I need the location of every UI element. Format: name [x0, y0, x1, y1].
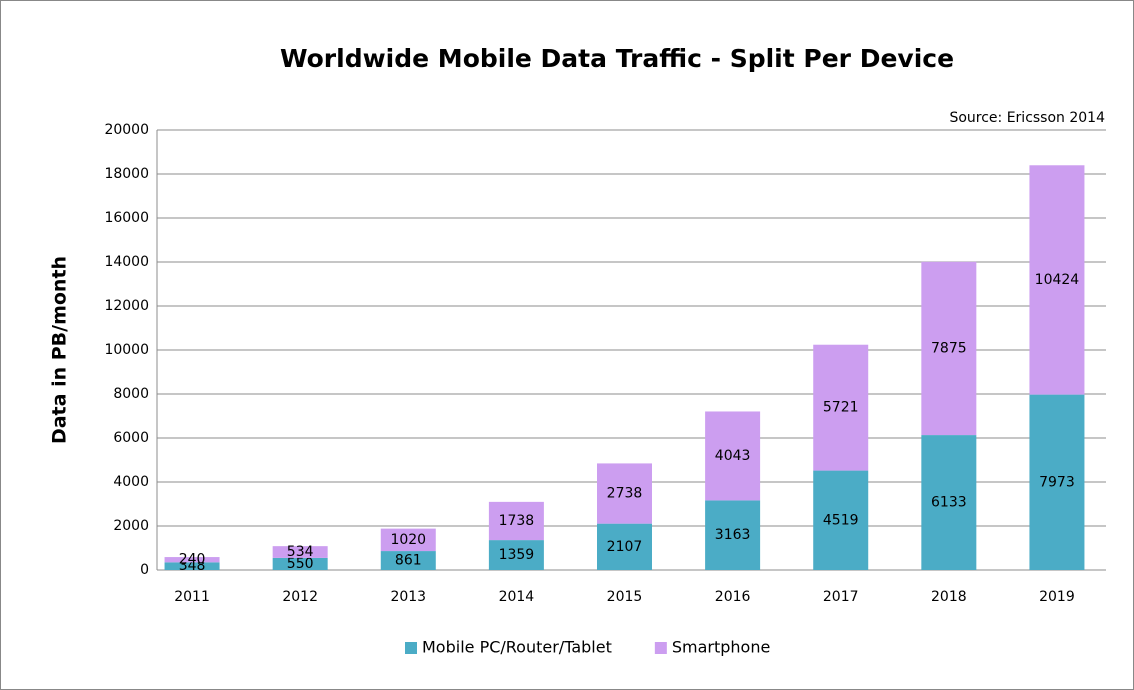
bar-segment: [921, 435, 977, 570]
value-label: 7973: [1039, 474, 1075, 490]
value-label: 1359: [499, 547, 535, 563]
y-tick-label: 18000: [104, 166, 149, 182]
value-label: 3163: [715, 527, 751, 543]
y-tick-label: 20000: [104, 122, 149, 138]
legend-swatch: [405, 642, 417, 654]
x-tick-label: 2012: [282, 589, 318, 605]
x-tick-label: 2016: [715, 589, 751, 605]
value-label: 550: [287, 556, 314, 572]
y-tick-label: 12000: [104, 298, 149, 314]
bar-segment: [272, 546, 328, 558]
bar-segment: [705, 411, 761, 501]
value-label: 4043: [715, 448, 751, 464]
y-axis-label: Data in PB/month: [49, 256, 71, 444]
bar-segment: [164, 562, 220, 570]
x-tick-label: 2017: [823, 589, 859, 605]
value-label: 6133: [931, 495, 967, 511]
bar-segment: [597, 523, 652, 570]
x-tick-label: 2013: [390, 589, 426, 605]
bar-segment: [272, 557, 328, 570]
legend-label: Smartphone: [672, 638, 770, 657]
x-tick-label: 2014: [499, 589, 535, 605]
value-label: 10424: [1035, 272, 1080, 288]
x-tick-label: 2015: [607, 589, 643, 605]
bar-segment: [705, 500, 761, 570]
value-label: 4519: [823, 512, 859, 528]
legend-label: Mobile PC/Router/Tablet: [422, 638, 612, 657]
value-label: 2738: [607, 486, 643, 502]
bar-segment: [1029, 165, 1085, 395]
bar-segment: [921, 261, 977, 436]
x-tick-label: 2019: [1039, 589, 1075, 605]
value-label: 240: [179, 552, 206, 568]
x-tick-label: 2011: [174, 589, 210, 605]
x-tick-label: 2018: [931, 589, 967, 605]
value-label: 534: [287, 544, 314, 560]
value-label: 7875: [931, 340, 967, 356]
value-label: 5721: [823, 400, 859, 416]
chart-title: Worldwide Mobile Data Traffic - Split Pe…: [280, 44, 954, 73]
annotation: Source: Ericsson 2014: [949, 110, 1105, 126]
value-label: 1020: [390, 532, 426, 548]
bar-segment: [597, 463, 652, 524]
value-label: 861: [395, 553, 422, 569]
y-tick-label: 0: [140, 562, 149, 578]
bar-segment: [813, 344, 869, 471]
y-tick-label: 14000: [104, 254, 149, 270]
y-tick-label: 4000: [113, 474, 149, 490]
value-label: 2107: [607, 539, 643, 555]
legend-swatch: [654, 642, 667, 654]
bar-segment: [813, 470, 869, 570]
y-tick-label: 6000: [113, 430, 149, 446]
bar-segment: [488, 540, 544, 570]
bar-segment: [380, 528, 436, 552]
bar-segment: [164, 557, 220, 563]
value-label: 1738: [499, 513, 535, 529]
y-tick-label: 10000: [104, 342, 149, 358]
y-tick-label: 8000: [113, 386, 149, 402]
y-tick-label: 2000: [113, 518, 149, 534]
y-tick-label: 16000: [104, 210, 149, 226]
bar-segment: [1029, 394, 1085, 570]
bar-segment: [488, 501, 544, 541]
bar-segment: [380, 551, 436, 570]
